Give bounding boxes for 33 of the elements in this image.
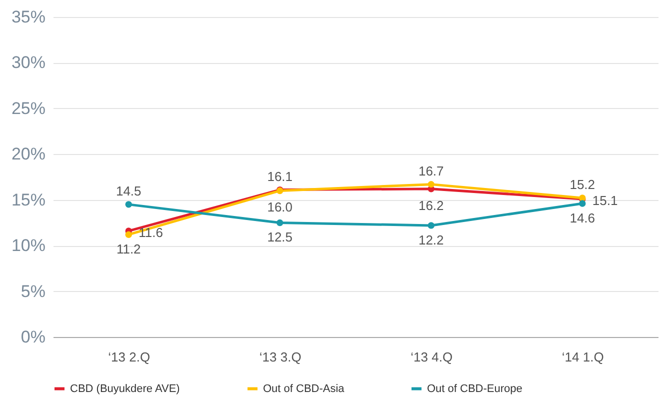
point (579, 200, 586, 207)
y-tick-label: 0% (20, 328, 46, 346)
x-tick-label: ‘13 4.Q (410, 350, 453, 364)
legend-label: Out of CBD-Asia (263, 382, 346, 395)
data-label: 16.7 (418, 163, 444, 178)
y-tick-label: 15% (11, 190, 46, 210)
data-label: 16.2 (418, 198, 444, 213)
point (428, 180, 434, 188)
point (276, 219, 284, 226)
x-tick-label: ‘13 2.Q (108, 350, 150, 364)
y-tick-label: 30% (11, 53, 46, 72)
data-label: 12.5 (267, 230, 293, 245)
y-tick-label: 25% (11, 98, 46, 118)
data-label: 16.0 (267, 200, 293, 215)
y-tick-label: 20% (11, 144, 46, 164)
data-label: 15.2 (570, 177, 596, 192)
data-label: 14.5 (116, 183, 142, 198)
data-label: 15.1 (592, 192, 618, 208)
x-tick-label: ‘14 1.Q (562, 350, 604, 364)
data-label: 11.2 (116, 242, 141, 257)
data-label: 12.2 (418, 232, 444, 248)
data-label: 11.6 (138, 224, 163, 240)
y-tick-label: 35% (11, 8, 46, 26)
y-tick-label: 5% (20, 282, 46, 301)
legend-label: CBD (Buyukdere AVE) (70, 382, 180, 395)
point (125, 231, 132, 238)
data-label: 16.1 (267, 168, 293, 184)
point (125, 201, 132, 208)
data-label: 14.6 (570, 210, 596, 226)
legend-label: Out of CBD-Europe (427, 382, 522, 395)
x-tick-label: ‘13 3.Q (259, 350, 302, 364)
y-tick-label: 10% (11, 236, 46, 256)
point (428, 222, 434, 229)
